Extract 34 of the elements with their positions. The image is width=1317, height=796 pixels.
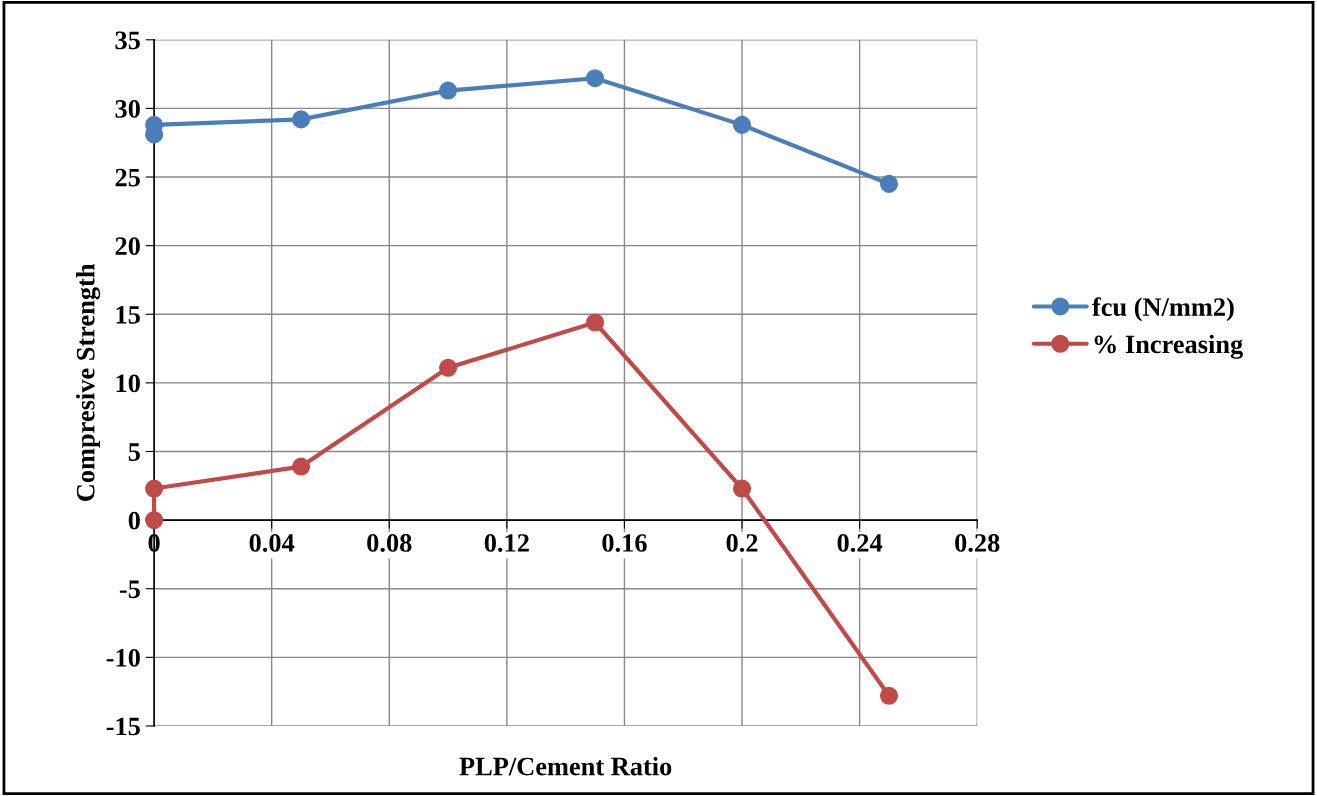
y-tick-label: 5 (128, 443, 140, 461)
point (439, 358, 458, 377)
y-tick-label: -10 (106, 648, 140, 667)
x-tick-label: 0.16 (602, 534, 647, 552)
x-axis-title: PLP/Cement Ratio (459, 756, 672, 776)
point (879, 686, 899, 705)
point (733, 115, 752, 134)
point (879, 174, 899, 193)
x-tick-label: 0.04 (249, 534, 295, 552)
point (733, 479, 752, 498)
point (145, 479, 164, 498)
x-tick-label: 0.24 (837, 534, 883, 552)
y-tick-label: 10 (116, 374, 140, 393)
y-tick-label: 30 (115, 100, 140, 118)
x-tick-label: 0.12 (484, 534, 529, 552)
x-tick-label: 0.2 (726, 534, 758, 552)
x-tick-label: 0.28 (955, 534, 1000, 552)
legend-label: % Increasing (1094, 334, 1243, 359)
point (586, 313, 605, 332)
point (292, 110, 311, 129)
point (145, 511, 164, 530)
point (439, 81, 458, 100)
y-tick-label: 15 (116, 306, 140, 324)
y-axis-title: Compresive Strength (76, 263, 101, 501)
point (292, 457, 311, 476)
y-tick-label: 0 (128, 511, 140, 530)
x-tick-label: 0.08 (367, 534, 412, 552)
legend-label: fcu (N/mm2) (1092, 297, 1234, 322)
y-tick-label: -5 (119, 580, 140, 599)
point (586, 69, 605, 88)
y-tick-label: 20 (115, 237, 140, 256)
y-tick-label: -15 (106, 717, 140, 736)
y-tick-label: 25 (115, 168, 140, 187)
y-tick-label: 35 (115, 31, 140, 50)
